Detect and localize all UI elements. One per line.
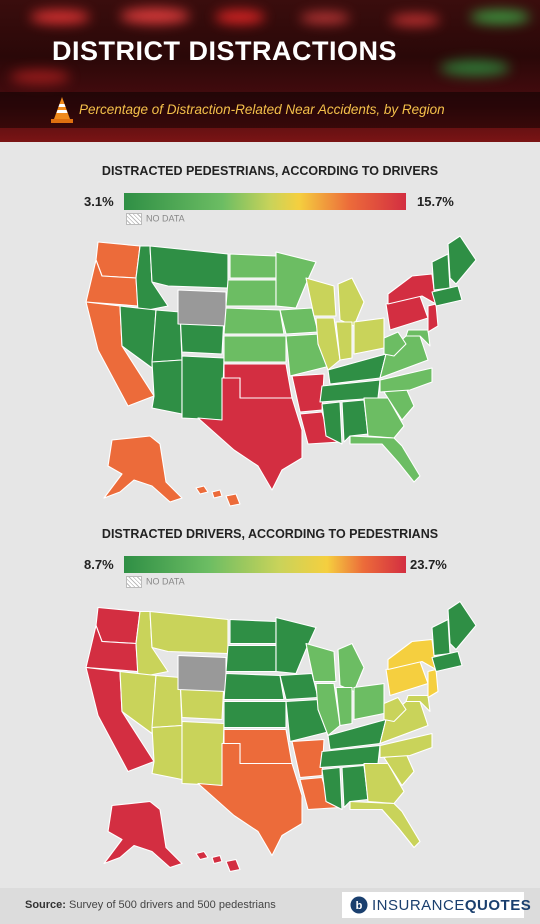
state-arkansas	[291, 738, 325, 779]
state-indiana	[335, 686, 353, 727]
state-kansas	[223, 335, 287, 363]
state-south-dakota	[225, 279, 277, 307]
state-arkansas	[291, 373, 325, 413]
brand-prefix: INSURANCE	[372, 897, 465, 914]
state-montana	[149, 245, 229, 289]
no-data-swatch	[126, 213, 142, 225]
state-georgia	[363, 762, 405, 805]
state-georgia	[363, 397, 405, 439]
state-west-virginia	[383, 696, 407, 723]
state-florida	[349, 800, 421, 849]
state-wisconsin	[305, 277, 337, 317]
map-1-color-scale	[124, 193, 406, 210]
brand-suffix: QUOTES	[464, 897, 532, 914]
state-wisconsin	[305, 642, 337, 683]
source-note: Source: Survey of 500 drivers and 500 pe…	[25, 899, 276, 911]
state-illinois	[315, 682, 341, 737]
map-2-scale-max: 23.7%	[410, 557, 447, 572]
map-1-title: DISTRACTED PEDESTRIANS, ACCORDING TO DRI…	[101, 164, 439, 178]
state-delaware-maryland	[405, 694, 431, 713]
state-new-jersey	[427, 668, 439, 699]
state-mass-ct-ri	[431, 650, 463, 673]
state-maine	[447, 235, 477, 285]
map-2-title: DISTRACTED DRIVERS, ACCORDING TO PEDESTR…	[101, 527, 439, 541]
source-text: Survey of 500 drivers and 500 pedestrian…	[69, 899, 276, 911]
state-kansas	[223, 700, 287, 729]
map-2-color-scale	[124, 556, 406, 573]
map-2-scale-min: 8.7%	[84, 557, 114, 572]
state-new-mexico	[181, 355, 225, 421]
state-north-dakota	[229, 253, 277, 279]
state-delaware-maryland	[405, 329, 431, 347]
state-texas	[197, 377, 303, 491]
map-2-no-data-legend: NO DATA	[126, 576, 185, 588]
state-vermont-nh	[431, 618, 451, 657]
state-nebraska	[223, 307, 285, 335]
state-arizona	[151, 724, 183, 781]
map-1-us-map	[85, 235, 477, 507]
state-hawaii-1	[195, 485, 209, 495]
state-hawaii-1	[195, 850, 209, 861]
state-alaska	[103, 435, 183, 503]
page-title: DISTRICT DISTRACTIONS	[52, 36, 397, 66]
page-subtitle: Percentage of Distraction-Related Near A…	[79, 102, 445, 117]
state-illinois	[315, 317, 341, 371]
state-vermont-nh	[431, 253, 451, 291]
state-wyoming	[177, 654, 227, 693]
insurancequotes-logo-icon: b	[350, 896, 368, 914]
state-hawaii-3	[225, 493, 241, 507]
state-ohio	[353, 317, 385, 355]
state-minnesota	[275, 616, 317, 675]
svg-text:b: b	[356, 900, 363, 912]
subtitle-band	[0, 92, 540, 128]
map-1-scale-max: 15.7%	[417, 194, 454, 209]
state-hawaii-3	[225, 858, 241, 873]
state-north-carolina	[379, 732, 433, 759]
state-michigan	[337, 277, 365, 327]
state-washington	[95, 241, 141, 279]
state-west-virginia	[383, 331, 407, 357]
state-mississippi	[321, 766, 343, 811]
no-data-label: NO DATA	[146, 213, 185, 224]
traffic-cone-icon	[51, 97, 73, 123]
state-michigan	[337, 642, 365, 693]
brand-name: INSURANCEQUOTES	[372, 897, 531, 914]
map-1-no-data-legend: NO DATA	[126, 213, 185, 225]
state-wyoming	[177, 289, 227, 327]
state-montana	[149, 610, 229, 655]
state-ohio	[353, 682, 385, 721]
header-banner	[0, 0, 540, 142]
state-alaska	[103, 800, 183, 869]
state-washington	[95, 606, 141, 645]
no-data-swatch	[126, 576, 142, 588]
state-new-mexico	[181, 720, 225, 787]
state-nebraska	[223, 672, 285, 701]
state-north-dakota	[229, 618, 277, 645]
state-florida	[349, 435, 421, 483]
state-minnesota	[275, 251, 317, 309]
map-1-scale-min: 3.1%	[84, 194, 114, 209]
state-mass-ct-ri	[431, 285, 463, 307]
no-data-label: NO DATA	[146, 576, 185, 587]
state-iowa	[279, 672, 319, 701]
state-texas	[197, 742, 303, 857]
state-mississippi	[321, 401, 343, 445]
state-new-jersey	[427, 303, 439, 333]
state-iowa	[279, 307, 319, 335]
state-hawaii-2	[211, 854, 223, 865]
state-indiana	[335, 321, 353, 361]
map-2-us-map	[85, 600, 477, 873]
state-alabama	[341, 764, 369, 809]
state-arizona	[151, 359, 183, 415]
state-south-dakota	[225, 644, 277, 673]
state-maine	[447, 600, 477, 651]
brand-box[interactable]	[342, 892, 524, 918]
state-north-carolina	[379, 367, 433, 393]
source-label: Source:	[25, 899, 66, 911]
state-alabama	[341, 399, 369, 443]
state-hawaii-2	[211, 489, 223, 499]
